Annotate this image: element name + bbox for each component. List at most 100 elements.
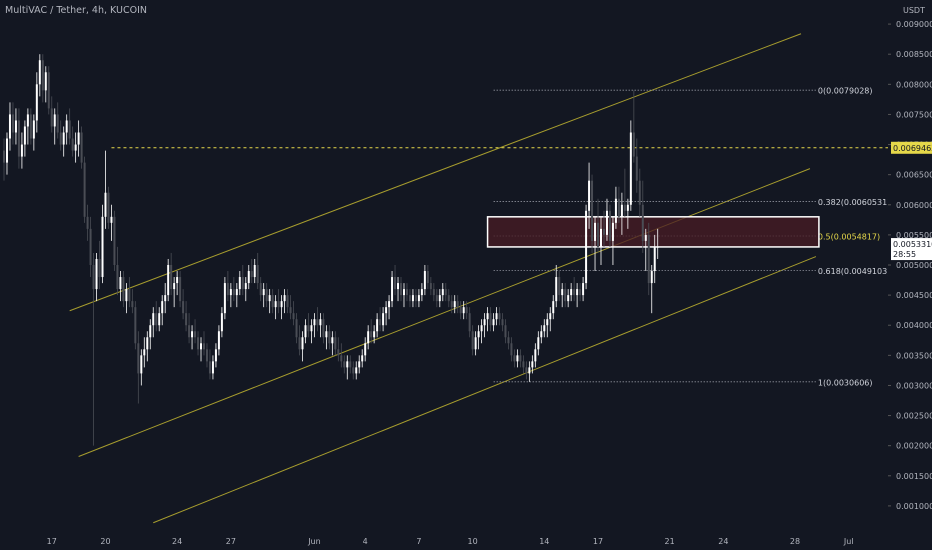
zone-rect[interactable]	[486, 216, 820, 248]
candle-body	[564, 289, 567, 302]
candle-body	[146, 337, 149, 350]
candle-body	[516, 355, 519, 362]
fib-level-label: 0.5(0.0054817)	[818, 232, 880, 241]
level-price-tag	[891, 141, 932, 154]
candle-body	[597, 222, 600, 247]
candle-body	[226, 283, 229, 296]
candle-body	[277, 301, 280, 308]
candle-body	[328, 331, 331, 344]
candle-body	[319, 319, 322, 326]
candle-body	[292, 313, 295, 320]
candle-body	[650, 271, 653, 284]
candle-body	[373, 331, 376, 338]
candle-body	[656, 246, 659, 248]
candle-body	[483, 319, 486, 326]
candle-body	[158, 313, 161, 326]
candle-body	[134, 307, 137, 344]
channel-line[interactable]	[69, 33, 802, 312]
exchange-label: KUCOIN	[110, 5, 147, 16]
candle-body	[86, 216, 89, 229]
candle-body	[122, 277, 125, 302]
candle-body	[573, 289, 576, 296]
candle-body	[501, 319, 504, 326]
candle-body	[262, 289, 265, 296]
candle-body	[486, 313, 489, 320]
candle-body	[468, 313, 471, 332]
candle-body	[605, 210, 608, 235]
candle-body	[417, 295, 420, 302]
candle-body	[179, 277, 182, 302]
candle-body	[259, 283, 262, 296]
candle-body	[35, 84, 38, 121]
candle-body	[89, 228, 92, 265]
candle-body	[576, 289, 579, 296]
current-price-label: 0.0053310	[893, 240, 932, 249]
candle-body	[567, 295, 570, 302]
fib-level-label: 0.618(0.0049103)	[818, 267, 890, 276]
candle-body	[388, 301, 391, 308]
candle-body	[205, 349, 208, 362]
candle-body	[5, 138, 8, 163]
time-tick-label: 17	[593, 537, 603, 546]
unit-label: USDT	[903, 6, 925, 15]
candle-body	[602, 228, 605, 235]
candle-body	[474, 337, 477, 350]
candle-body	[552, 301, 555, 314]
candle-body	[611, 222, 614, 241]
candle-body	[11, 114, 14, 133]
candle-body	[438, 295, 441, 302]
candle-body	[32, 120, 35, 139]
candle-body	[370, 331, 373, 338]
candle-body	[289, 307, 292, 314]
candle-body	[471, 331, 474, 350]
candle-body	[400, 283, 403, 296]
channel-line[interactable]	[78, 168, 811, 457]
candle-body	[391, 277, 394, 302]
candle-body	[402, 289, 405, 296]
candle-body	[617, 198, 620, 217]
candle-body	[349, 361, 352, 368]
candle-body	[110, 216, 113, 223]
candle-body	[253, 265, 256, 278]
candle-body	[173, 283, 176, 290]
candle-body	[632, 132, 635, 157]
candle-body	[444, 289, 447, 296]
candle-body	[364, 343, 367, 356]
time-tick-label: Jul	[843, 537, 854, 546]
time-tick-label: 28	[790, 537, 800, 546]
candle-body	[653, 246, 656, 272]
candle-body	[68, 120, 71, 139]
candle-body	[298, 337, 301, 350]
candle-body	[247, 271, 250, 284]
candle-body	[489, 313, 492, 326]
candle-body	[528, 367, 531, 374]
candle-body	[26, 114, 29, 127]
candle-body	[441, 289, 444, 296]
channel-lines	[69, 33, 817, 524]
candle-body	[244, 283, 247, 290]
candle-body	[313, 319, 316, 326]
candle-body	[435, 295, 438, 302]
candle-body	[98, 258, 101, 278]
candle-body	[140, 355, 143, 374]
candle-body	[194, 331, 197, 338]
candle-body	[185, 313, 188, 326]
candle-body	[152, 313, 155, 326]
channel-line[interactable]	[153, 256, 817, 524]
candle-body	[23, 126, 26, 145]
candle-body	[411, 295, 414, 302]
candle-body	[53, 114, 56, 127]
candle-body	[161, 301, 164, 314]
candle-body	[65, 120, 68, 133]
candle-body	[504, 325, 507, 338]
candle-body	[534, 349, 537, 362]
candle-body	[397, 283, 400, 290]
candle-body	[585, 210, 588, 284]
candle-body	[331, 337, 334, 344]
candle-body	[83, 162, 86, 217]
candle-body	[44, 72, 47, 91]
